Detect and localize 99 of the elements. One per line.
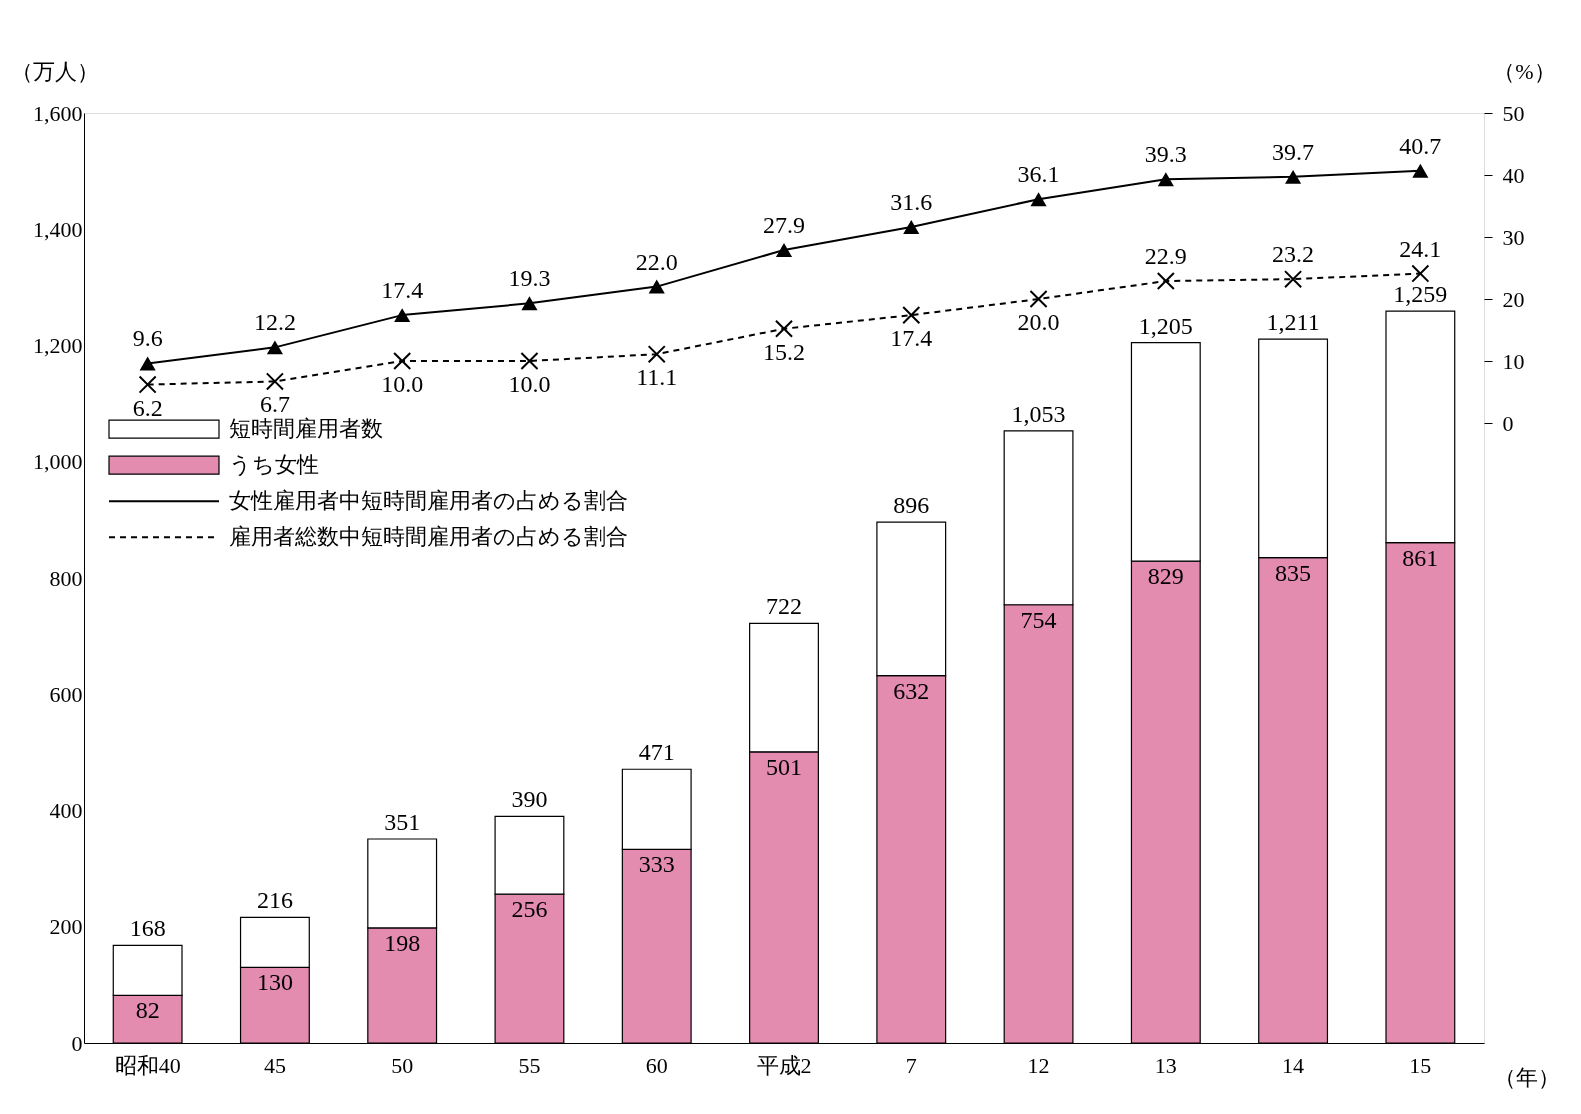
x-tick-label: 13	[1154, 1052, 1177, 1078]
y2-tick-label: 30	[1502, 224, 1525, 250]
x-tick-label: 平成2	[756, 1052, 812, 1078]
total-label: 722	[766, 593, 802, 620]
total-label: 896	[893, 492, 930, 519]
data-label: 130	[256, 969, 293, 996]
point	[521, 296, 538, 311]
legend-label: 雇用者総数中短時間雇用者の占める割合	[229, 524, 628, 550]
data-label: 27.9	[763, 212, 805, 239]
y-tick-label: 1,400	[33, 216, 83, 242]
y-tick-label: 200	[49, 914, 83, 940]
data-label: 9.6	[132, 325, 163, 352]
data-label: 198	[384, 929, 421, 956]
y-tick-label: 400	[49, 798, 83, 823]
y2-tick-label: 50	[1502, 100, 1525, 126]
data-label: 11.1	[636, 364, 678, 391]
legend-label: 短時間雇用者数	[229, 416, 383, 442]
data-label: 835	[1275, 559, 1312, 586]
point	[1156, 271, 1175, 291]
data-label: 22.9	[1144, 243, 1187, 270]
point	[138, 375, 157, 394]
data-label: 632	[893, 677, 930, 704]
x-tick-label: 45	[263, 1052, 286, 1078]
data-label: 6.2	[132, 394, 163, 421]
data-label: 754	[1020, 606, 1057, 633]
point	[393, 351, 412, 371]
data-label: 12.2	[253, 309, 296, 336]
y2-tick-label: 40	[1502, 162, 1525, 188]
data-label: 256	[511, 896, 548, 923]
data-label: 39.3	[1144, 141, 1187, 168]
point	[1284, 270, 1303, 289]
data-label: 17.4	[381, 277, 424, 304]
point	[520, 351, 539, 371]
point	[1030, 192, 1047, 207]
total-label: 1,211	[1266, 309, 1320, 336]
point	[902, 306, 921, 325]
y-tick-label: 1,000	[33, 449, 83, 475]
legend-label: うち女性	[229, 452, 319, 478]
total-label: 1,205	[1138, 312, 1193, 339]
y2-axis-title: （%）	[1493, 58, 1556, 84]
data-label: 82	[135, 997, 160, 1024]
point	[647, 345, 666, 364]
data-label: 19.3	[508, 265, 551, 292]
point	[1411, 264, 1430, 283]
y2-tick-label: 10	[1502, 348, 1525, 374]
total-label: 1,053	[1011, 400, 1066, 427]
data-label: 20.0	[1017, 309, 1060, 335]
point	[774, 319, 794, 338]
total-label: 351	[384, 808, 421, 835]
point	[1157, 172, 1174, 187]
point	[1285, 169, 1302, 184]
data-label: 15.2	[763, 338, 805, 365]
y-axis-title: （万人）	[10, 58, 99, 84]
y-tick-label: 0	[71, 1030, 83, 1056]
data-label: 23.2	[1272, 241, 1315, 268]
x-tick-label: 60	[645, 1052, 668, 1078]
x-tick-label: 55	[518, 1052, 541, 1078]
total-label: 216	[256, 887, 293, 914]
data-label: 10.0	[381, 371, 424, 397]
total-label: 471	[638, 739, 675, 766]
legend-label: 女性雇用者中短時間雇用者の占める割合	[229, 488, 628, 514]
data-label: 333	[638, 851, 675, 878]
point	[139, 356, 156, 371]
data-label: 22.0	[635, 248, 678, 275]
y2-tick-label: 20	[1502, 286, 1525, 312]
total-label: 390	[511, 786, 548, 813]
y-tick-label: 800	[49, 565, 83, 591]
y-tick-label: 1,600	[33, 100, 83, 126]
data-label: 36.1	[1017, 161, 1060, 188]
point	[1412, 163, 1429, 178]
data-label: 39.7	[1272, 138, 1315, 165]
data-label: 10.0	[508, 371, 551, 397]
data-label: 6.7	[259, 391, 290, 418]
x-tick-label: 12	[1027, 1052, 1050, 1078]
x-tick-label: 14	[1282, 1052, 1305, 1078]
x-tick-label: 15	[1409, 1052, 1432, 1078]
point	[394, 308, 411, 323]
y-tick-label: 600	[49, 681, 83, 707]
data-label: 17.4	[890, 325, 933, 352]
data-label: 31.6	[890, 189, 933, 216]
total-label: 168	[129, 915, 166, 942]
point	[903, 220, 920, 235]
point	[648, 279, 665, 294]
total-label: 1,259	[1393, 281, 1448, 308]
data-label: 40.7	[1399, 132, 1442, 159]
data-label: 861	[1402, 544, 1439, 571]
x-tick-label: 50	[391, 1052, 414, 1078]
y2-tick-label: 0	[1502, 410, 1514, 436]
y-tick-label: 1,200	[33, 333, 83, 358]
point	[266, 340, 283, 355]
data-label: 829	[1147, 563, 1184, 590]
data-label: 501	[766, 753, 802, 780]
data-label: 24.1	[1399, 235, 1442, 262]
point	[265, 372, 284, 391]
x-axis-title: （年）	[1493, 1064, 1560, 1090]
point	[775, 243, 793, 257]
x-tick-label: 昭和40	[114, 1052, 181, 1078]
x-tick-label: 7	[905, 1052, 917, 1078]
point	[1029, 289, 1048, 309]
